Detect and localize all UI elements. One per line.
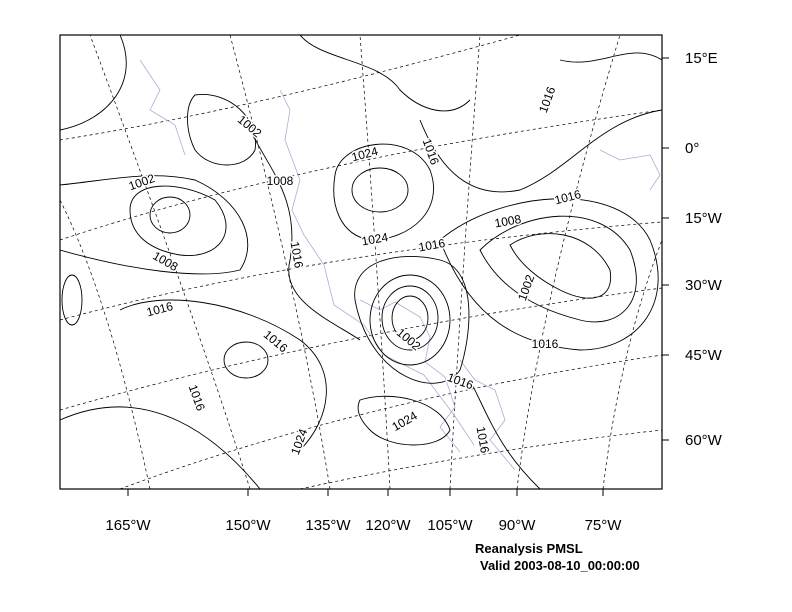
- labels: 165°W 150°W 135°W 120°W 105°W 90°W 75°W 15°E 0° 1…: [105, 50, 722, 534]
- lon-label: 90°W: [499, 517, 537, 534]
- contour-label: 1016: [417, 236, 446, 254]
- contour-label: 1016: [532, 337, 559, 351]
- contour-label: 1024: [390, 408, 420, 434]
- lon-label: 75°W: [585, 517, 623, 534]
- contour-label: 1016: [186, 383, 208, 413]
- lat-label: 30°W: [685, 277, 723, 294]
- lat-label: 60°W: [685, 432, 723, 449]
- contour-label: 1016: [288, 240, 306, 269]
- subtitle: Valid 2003-08-10_00:00:00: [480, 558, 640, 573]
- contour-label: 1016: [145, 299, 175, 320]
- lat-label: 45°W: [685, 347, 723, 364]
- contour-label: 1002: [394, 325, 424, 353]
- contour-label: 1002: [127, 171, 157, 193]
- lon-label: 135°W: [305, 517, 351, 534]
- coastlines: [139, 59, 661, 471]
- contour-label: 1016: [553, 187, 583, 208]
- contour-label: 1024: [360, 230, 389, 248]
- contour-label: 1002: [515, 272, 537, 302]
- contour-label: 1016: [474, 425, 492, 454]
- contour-label: 1008: [267, 174, 294, 188]
- contour-label: 1002: [235, 112, 265, 140]
- lat-label: 15°E: [685, 50, 718, 67]
- lon-label: 150°W: [225, 517, 271, 534]
- contour-label: 1016: [536, 84, 558, 114]
- contour-label: 1008: [493, 212, 522, 230]
- lon-label: 165°W: [105, 517, 151, 534]
- lat-label: 15°W: [685, 210, 723, 227]
- map-area: [60, 35, 662, 489]
- contour-label: 1016: [420, 137, 442, 167]
- lat-label: 0°: [685, 140, 699, 157]
- lon-label: 105°W: [427, 517, 473, 534]
- lon-label: 120°W: [365, 517, 411, 534]
- map-frame: [59, 34, 663, 490]
- isobars: [60, 35, 662, 489]
- title: Reanalysis PMSL: [475, 541, 583, 556]
- graticule: [60, 35, 662, 489]
- contour-label: 1016: [445, 370, 475, 392]
- contour-label: 1024: [350, 144, 380, 165]
